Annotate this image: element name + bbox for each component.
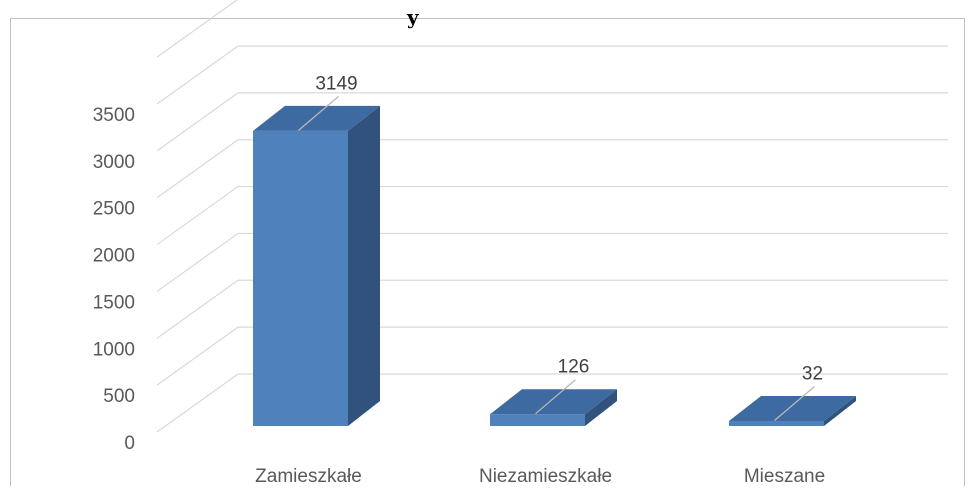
- gridline-wall: [156, 326, 239, 386]
- chart-title-fragment: y: [407, 5, 419, 29]
- gridline-wall: [156, 139, 239, 199]
- gridline-wall: [156, 0, 238, 58]
- y-tick-label: 2000: [93, 246, 135, 267]
- bar: [729, 421, 824, 426]
- y-tick-label: 3500: [93, 105, 135, 126]
- x-category-label: Mieszane: [744, 466, 825, 487]
- data-label-leader: [298, 95, 339, 131]
- data-label-leader: [535, 379, 576, 415]
- bar: [253, 130, 348, 426]
- x-category-label: Zamieszkałe: [255, 466, 362, 487]
- y-tick-label: 500: [103, 386, 135, 407]
- bar: [490, 414, 585, 426]
- gridline-wall: [156, 232, 239, 292]
- gridline-wall: [156, 279, 239, 339]
- data-label: 126: [558, 357, 590, 378]
- bar-side: [585, 389, 617, 426]
- y-tick-label: 3000: [93, 152, 135, 173]
- bar-side: [348, 105, 380, 427]
- chart-frame: y: [10, 5, 965, 486]
- gridline-wall: [156, 373, 239, 433]
- bar-top: [490, 389, 617, 415]
- x-category-label: Niezamieszkałe: [479, 466, 612, 487]
- gridline-wall: [156, 92, 239, 152]
- y-tick-label: 0: [124, 433, 135, 454]
- gridline-wall: [156, 45, 239, 105]
- data-label: 3149: [315, 73, 357, 94]
- bar-top: [729, 396, 856, 421]
- bar-side: [824, 396, 856, 426]
- bar-top: [253, 105, 380, 131]
- gridline-wall: [156, 186, 239, 246]
- y-tick-label: 2500: [93, 199, 135, 220]
- data-label-leader: [774, 386, 815, 421]
- y-tick-label: 1000: [93, 339, 135, 360]
- y-tick-label: 1500: [93, 292, 135, 313]
- data-label: 32: [802, 364, 823, 385]
